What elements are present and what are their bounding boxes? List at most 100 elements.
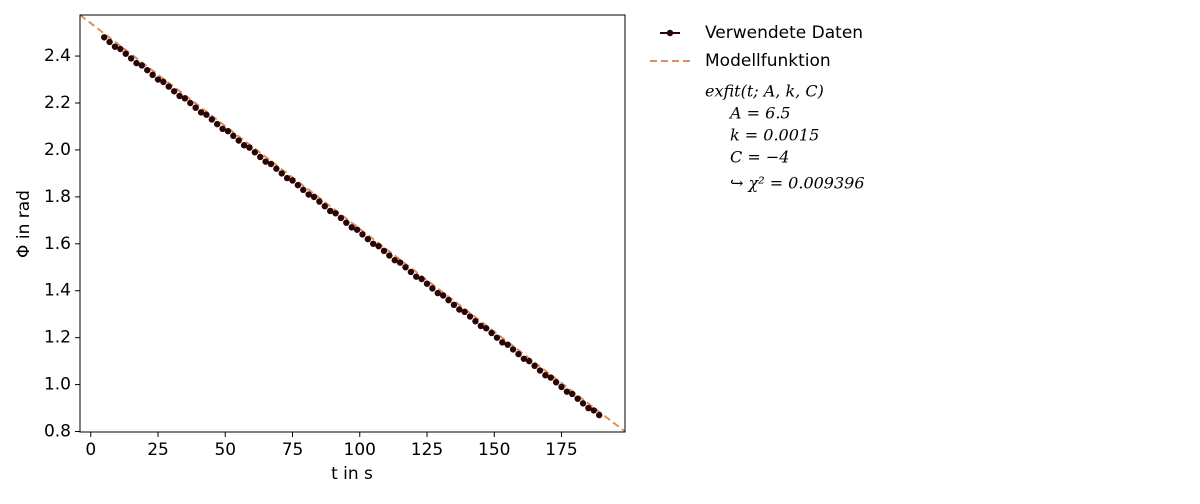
data-point: [310, 193, 318, 201]
data-point: [574, 395, 581, 402]
data-point: [418, 275, 425, 283]
legend-note: A = 6.5: [728, 104, 791, 123]
data-point: [375, 242, 382, 250]
data-point: [359, 231, 366, 238]
data-point: [391, 257, 398, 264]
data-point: [520, 355, 528, 362]
x-tick-label: 175: [545, 440, 577, 460]
legend-note: C = −4: [730, 148, 789, 167]
x-tick-label: 25: [147, 440, 169, 460]
data-point: [170, 88, 178, 95]
data-point: [364, 235, 372, 243]
data-point: [106, 38, 113, 46]
data-point: [558, 383, 565, 391]
y-tick-label: 0.8: [44, 422, 71, 442]
data-point: [160, 78, 167, 86]
y-tick-label: 2.4: [44, 46, 71, 66]
legend-note: exfit(t; A, k, C): [705, 82, 824, 101]
data-point: [456, 306, 463, 313]
y-tick-label: 1.6: [44, 234, 71, 254]
data-point: [283, 174, 291, 182]
data-point: [370, 240, 377, 247]
data-point: [262, 158, 269, 165]
plot-frame: [79, 14, 626, 433]
x-axis-label: t in s: [331, 464, 373, 484]
data-point: [305, 191, 312, 198]
data-point: [278, 170, 285, 177]
data-point: [326, 207, 334, 215]
data-point: [482, 325, 490, 332]
data-point: [251, 149, 259, 156]
data-point: [590, 407, 597, 414]
x-tick-label: 75: [282, 440, 304, 460]
data-point: [224, 127, 232, 135]
data-point: [181, 95, 189, 102]
y-tick-label: 1.4: [44, 281, 71, 301]
data-point: [488, 329, 495, 337]
legend-label: Modellfunktion: [705, 51, 831, 71]
x-tick-label: 50: [214, 440, 236, 460]
data-point: [386, 252, 393, 259]
data-point: [423, 280, 431, 287]
data-point: [407, 268, 415, 276]
y-tick-label: 1.0: [44, 375, 71, 395]
data-point: [493, 334, 501, 341]
data-point: [509, 346, 517, 353]
data-point: [552, 379, 560, 386]
data-point: [208, 116, 216, 123]
y-tick-label: 2.2: [44, 93, 71, 113]
data-point: [526, 357, 533, 365]
data-point: [563, 388, 571, 395]
data-point: [257, 153, 264, 161]
data-point: [289, 177, 296, 184]
data-point: [450, 301, 458, 309]
y-tick-label: 1.8: [44, 187, 71, 207]
data-point: [101, 34, 108, 41]
data-point: [213, 120, 221, 128]
data-point: [348, 224, 355, 231]
data-point: [127, 55, 135, 62]
data-point: [579, 400, 587, 407]
data-point: [402, 264, 409, 271]
data-point: [499, 339, 506, 346]
data-point: [300, 186, 307, 194]
model-line: [80, 15, 625, 432]
data-point: [531, 362, 538, 370]
data-point: [246, 144, 253, 151]
legend-note: k = 0.0015: [730, 126, 819, 145]
data-point: [235, 137, 242, 144]
data-point: [439, 292, 447, 299]
data-point: [445, 296, 452, 304]
data-point: [434, 289, 441, 297]
data-point: [192, 104, 199, 111]
data-point: [138, 62, 146, 69]
data-point: [429, 285, 436, 292]
data-point: [569, 390, 576, 398]
data-point: [542, 372, 549, 379]
data-point: [111, 43, 119, 50]
data-point: [187, 99, 194, 107]
data-point: [154, 76, 162, 83]
data-point: [165, 83, 172, 90]
data-point: [294, 181, 302, 189]
data-point: [515, 350, 522, 358]
data-point: [316, 198, 323, 205]
data-point: [585, 404, 592, 412]
data-point: [203, 111, 210, 118]
data-point: [547, 374, 554, 381]
y-axis-label: Φ in rad: [14, 190, 34, 258]
data-point: [240, 142, 248, 149]
data-point: [472, 318, 479, 325]
y-tick-label: 2.0: [44, 140, 71, 160]
data-point: [117, 45, 124, 53]
legend-marker: [666, 29, 674, 37]
data-point: [219, 125, 226, 133]
data-point: [267, 160, 275, 168]
data-point: [461, 308, 468, 316]
data-point: [273, 165, 280, 172]
data-point: [396, 259, 404, 266]
data-point: [133, 59, 140, 67]
x-tick-label: 0: [85, 440, 96, 460]
x-tick-label: 100: [344, 440, 376, 460]
